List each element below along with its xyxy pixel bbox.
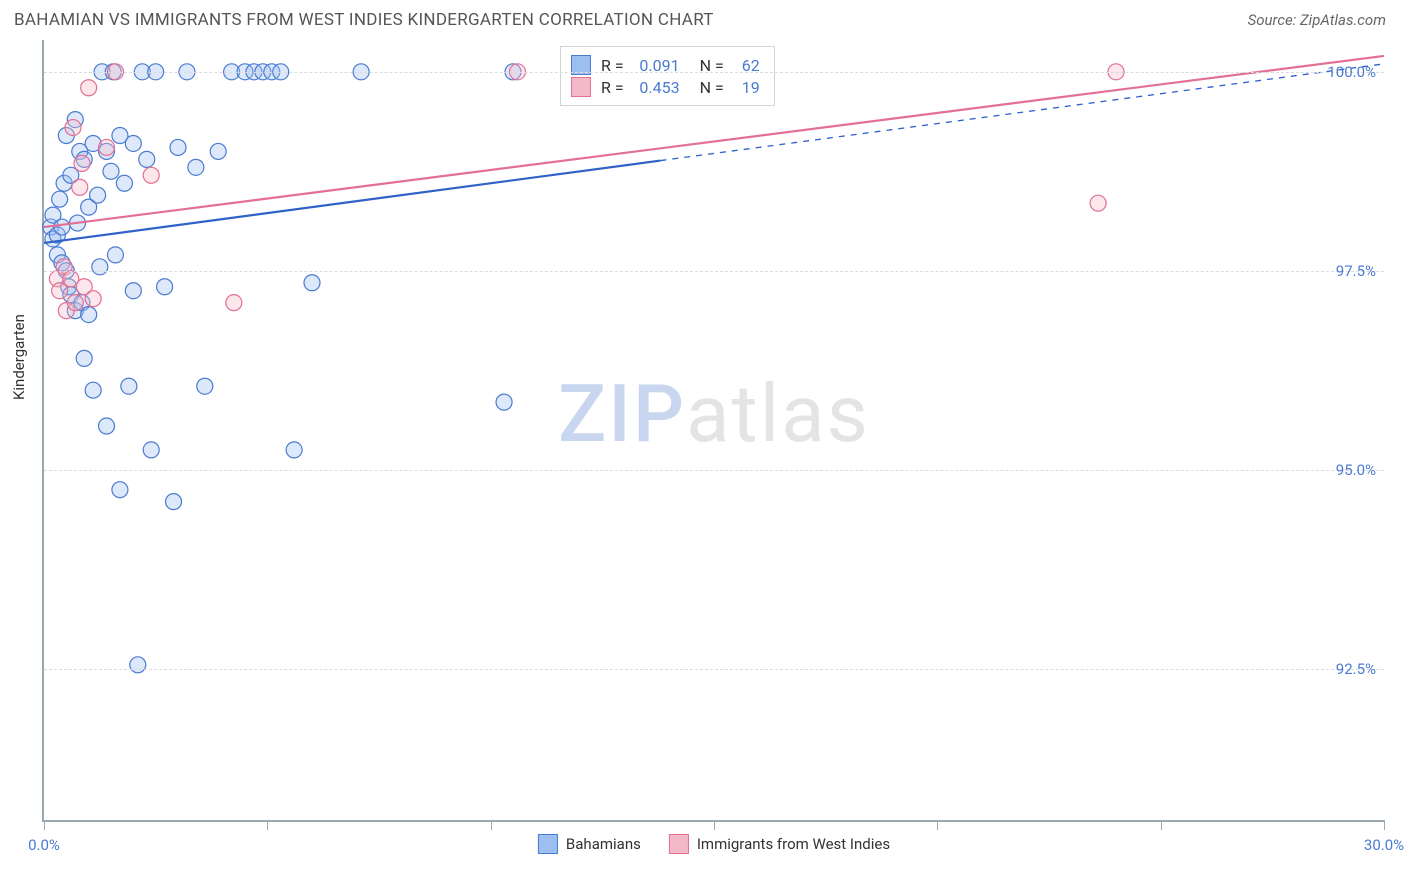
y-tick-label: 95.0% <box>1336 461 1376 479</box>
n-value-westindies: 19 <box>734 78 760 97</box>
bottom-legend: Bahamians Immigrants from West Indies <box>538 834 890 854</box>
chart-title: BAHAMIAN VS IMMIGRANTS FROM WEST INDIES … <box>14 10 714 30</box>
source-attribution: Source: ZipAtlas.com <box>1248 11 1386 29</box>
x-tick <box>491 820 492 830</box>
gridline <box>44 72 1384 73</box>
x-tick <box>714 820 715 830</box>
legend-stats-box: R = 0.091 N = 62 R = 0.453 N = 19 <box>560 46 775 106</box>
legend-label-westindies: Immigrants from West Indies <box>697 835 890 853</box>
x-tick <box>1384 820 1385 830</box>
scatter-chart: ZIPatlas R = 0.091 N = 62 R = 0.453 N = … <box>42 40 1384 822</box>
x-tick-label-left: 0.0% <box>28 836 60 854</box>
legend-item-bahamians: Bahamians <box>538 834 641 854</box>
y-axis-label: Kindergarten <box>10 314 28 400</box>
r-label: R = <box>601 78 624 97</box>
x-tick <box>44 820 45 830</box>
y-tick-label: 100.0% <box>1327 63 1376 81</box>
x-tick <box>1161 820 1162 830</box>
legend-swatch-westindies <box>571 77 591 97</box>
n-label: N = <box>700 78 724 97</box>
gridline <box>44 470 1384 471</box>
legend-stats-row-2: R = 0.453 N = 19 <box>571 77 760 97</box>
legend-swatch-westindies <box>669 834 689 854</box>
legend-swatch-bahamians <box>538 834 558 854</box>
r-value-westindies: 0.453 <box>634 78 680 97</box>
legend-item-westindies: Immigrants from West Indies <box>669 834 890 854</box>
y-tick-label: 92.5% <box>1336 660 1376 678</box>
gridline <box>44 669 1384 670</box>
x-tick <box>267 820 268 830</box>
gridline <box>44 271 1384 272</box>
x-tick-label-right: 30.0% <box>1364 836 1404 854</box>
plot-svg <box>44 40 1384 820</box>
x-tick <box>937 820 938 830</box>
legend-label-bahamians: Bahamians <box>566 835 641 853</box>
y-tick-label: 97.5% <box>1336 262 1376 280</box>
